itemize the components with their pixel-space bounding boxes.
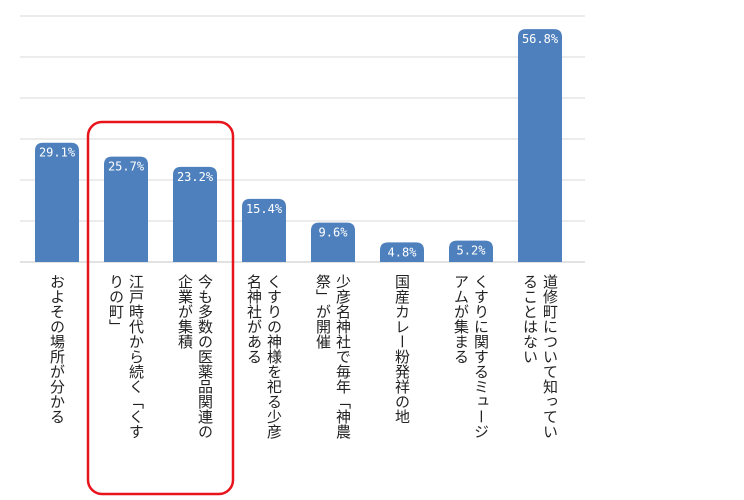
category-label: 祭」が開催	[314, 274, 332, 349]
category-label: くすりの神様を祀る少彦	[265, 274, 283, 439]
bar	[518, 29, 562, 263]
bar	[173, 166, 217, 262]
bar	[35, 142, 79, 262]
data-label: 25.7%	[108, 160, 145, 174]
category-label: くすりに関するミュージ	[472, 274, 490, 439]
bar	[242, 198, 286, 262]
bars	[35, 29, 562, 263]
data-label: 9.6%	[319, 226, 349, 240]
data-label: 15.4%	[246, 202, 283, 216]
category-label: 企業が集積	[176, 273, 194, 349]
data-labels: 29.1% 25.7% 23.2% 15.4% 9.6% 4.8% 5.2% 56.8%	[39, 32, 559, 259]
category-label: およその場所が分かる	[48, 274, 66, 424]
category-label: 今も多数の医薬品関連の	[196, 274, 214, 439]
data-label: 5.2%	[457, 244, 487, 258]
category-label: 江戸時代から続く「くす	[127, 274, 145, 439]
data-label: 23.2%	[177, 170, 214, 184]
data-label: 29.1%	[39, 146, 76, 160]
bar	[311, 222, 355, 262]
bar	[104, 156, 148, 262]
bar	[380, 242, 424, 262]
highlight-box	[86, 120, 235, 496]
category-label: 名神社がある	[245, 274, 263, 364]
category-label: 道修町について知ってい	[541, 274, 559, 439]
category-label: 国産カレー粉発祥の地	[393, 274, 411, 424]
bar	[449, 240, 493, 262]
category-label: アムが集まる	[452, 274, 470, 364]
category-label: りの町」	[107, 274, 125, 334]
highlight-box-rect	[86, 120, 235, 496]
data-label: 56.8%	[522, 32, 559, 46]
category-label: ることはない	[521, 274, 539, 364]
category-label: 少彦名神社で毎年「神農	[334, 274, 352, 439]
data-label: 4.8%	[388, 245, 418, 259]
